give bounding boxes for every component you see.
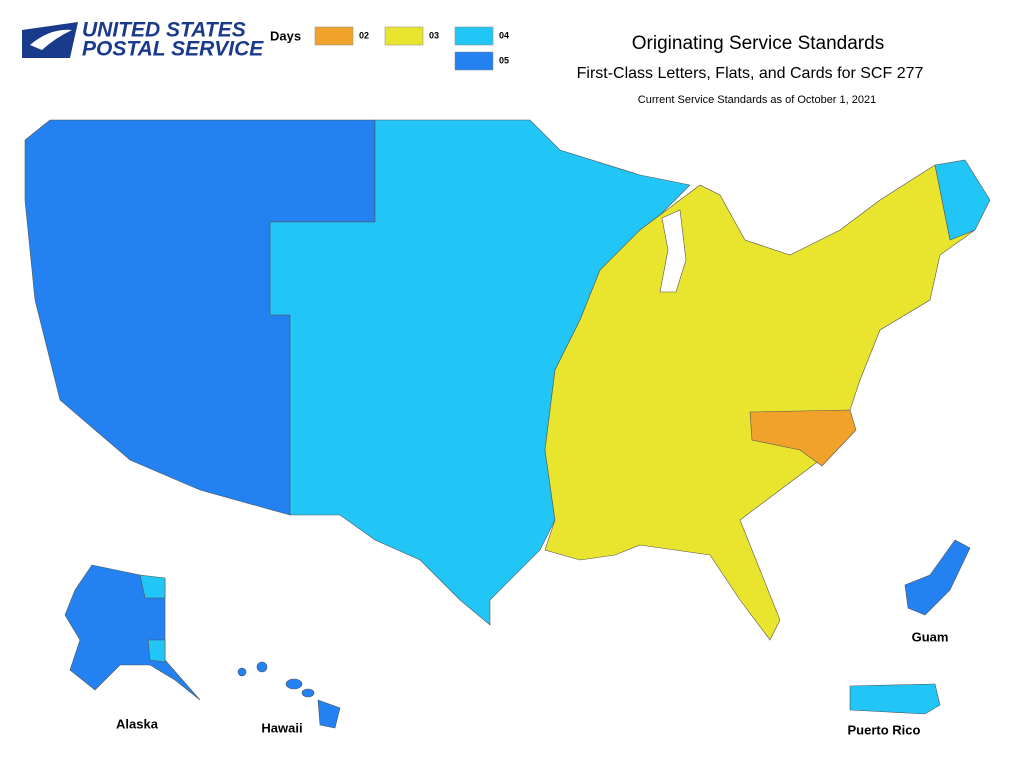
region-05 xyxy=(64,564,201,701)
legend-label: 03 xyxy=(429,30,439,40)
logo-text: UNITED STATES xyxy=(82,19,246,42)
region-05 xyxy=(285,678,303,690)
lake-michigan xyxy=(659,209,687,293)
region-04 xyxy=(269,119,691,626)
legend-swatch xyxy=(314,26,354,46)
title: Originating Service Standards xyxy=(632,33,884,54)
legend-swatch xyxy=(454,26,494,46)
inset-label: Hawaii xyxy=(261,720,302,735)
region-04 xyxy=(849,683,941,715)
legend-swatch xyxy=(384,26,424,46)
subtitle: First-Class Letters, Flats, and Cards fo… xyxy=(577,65,924,82)
inset-label: Puerto Rico xyxy=(848,722,921,737)
legend-title: Days xyxy=(270,28,301,43)
region-05 xyxy=(256,661,268,673)
legend-label: 02 xyxy=(359,30,369,40)
region-05 xyxy=(301,688,315,698)
note: Current Service Standards as of October … xyxy=(638,94,876,106)
region-04 xyxy=(934,159,991,241)
region-05 xyxy=(317,699,341,729)
legend-label: 04 xyxy=(499,30,509,40)
usps-logo: UNITED STATES POSTAL SERVICE xyxy=(22,19,264,61)
logo-text: POSTAL SERVICE xyxy=(82,38,264,61)
legend-label: 05 xyxy=(499,55,509,65)
logo-eagle-head xyxy=(30,29,72,50)
hawaii-islands xyxy=(237,661,341,729)
region-04 xyxy=(147,639,166,663)
legend: 02 03 04 05 xyxy=(314,26,509,71)
inset-label: Guam xyxy=(912,629,949,644)
region-05 xyxy=(237,667,247,677)
legend-swatch xyxy=(454,51,494,71)
inset-label: Alaska xyxy=(116,716,159,731)
region-02 xyxy=(749,409,857,467)
region-05 xyxy=(904,539,971,616)
region-04 xyxy=(139,574,166,599)
